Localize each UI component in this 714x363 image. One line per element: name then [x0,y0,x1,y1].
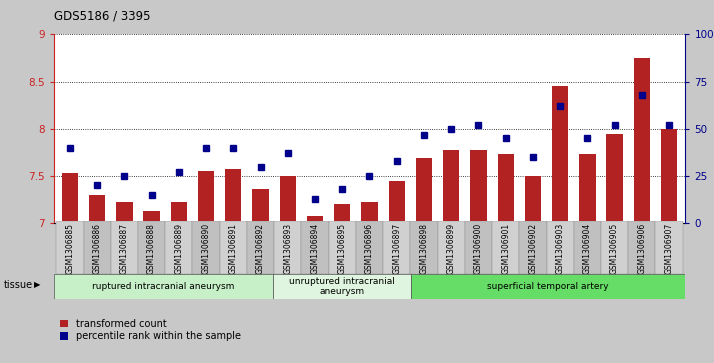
Text: GSM1306891: GSM1306891 [228,223,238,274]
Text: GSM1306895: GSM1306895 [338,223,347,274]
Bar [416,158,432,223]
Text: GSM1306906: GSM1306906 [638,223,646,274]
Bar [193,221,220,274]
Bar [655,221,683,274]
Text: superficial temporal artery: superficial temporal artery [487,282,609,291]
Bar [411,221,438,274]
Text: GSM1306886: GSM1306886 [93,223,101,274]
Bar [273,274,411,299]
Text: unruptured intracranial
aneurysm: unruptured intracranial aneurysm [289,277,395,297]
Bar [84,221,111,274]
Text: GSM1306885: GSM1306885 [66,223,74,274]
Bar [328,221,356,274]
Bar [274,221,301,274]
Bar [525,176,541,223]
Bar [383,221,411,274]
Bar [138,221,165,274]
Text: ▶: ▶ [34,281,41,289]
Bar [198,171,214,223]
Bar [438,221,465,274]
Bar [443,150,459,223]
Legend: transformed count, percentile rank within the sample: transformed count, percentile rank withi… [59,317,243,343]
Bar [89,195,105,223]
Text: GSM1306898: GSM1306898 [419,223,428,274]
Bar [411,274,685,299]
Text: GSM1306899: GSM1306899 [447,223,456,274]
Bar [661,129,678,223]
Bar [361,203,378,223]
Text: GSM1306890: GSM1306890 [201,223,211,274]
Bar [111,221,138,274]
Bar [552,86,568,223]
Bar [252,189,268,223]
Text: GSM1306892: GSM1306892 [256,223,265,274]
Bar [334,204,351,223]
Text: GSM1306905: GSM1306905 [610,223,619,274]
Text: GSM1306889: GSM1306889 [174,223,183,274]
Bar [116,203,133,223]
Text: GSM1306897: GSM1306897 [392,223,401,274]
Text: GSM1306893: GSM1306893 [283,223,292,274]
Text: tissue: tissue [4,280,33,290]
Bar [280,176,296,223]
Bar [301,221,328,274]
Text: GSM1306901: GSM1306901 [501,223,511,274]
Bar [356,221,383,274]
Bar [492,221,519,274]
Bar [307,216,323,223]
Bar [247,221,274,274]
Bar [54,274,273,299]
Text: GSM1306904: GSM1306904 [583,223,592,274]
Bar [465,221,492,274]
Bar [498,154,514,223]
Text: GSM1306887: GSM1306887 [120,223,129,274]
Text: GSM1306903: GSM1306903 [555,223,565,274]
Bar [579,154,595,223]
Bar [606,134,623,223]
Text: GDS5186 / 3395: GDS5186 / 3395 [54,9,150,22]
Bar [56,221,84,274]
Bar [388,181,405,223]
Bar [225,168,241,223]
Bar [165,221,193,274]
Bar [144,211,160,223]
Bar [519,221,546,274]
Text: GSM1306902: GSM1306902 [528,223,538,274]
Text: ruptured intracranial aneurysm: ruptured intracranial aneurysm [92,282,235,291]
Text: GSM1306894: GSM1306894 [311,223,320,274]
Bar [171,203,187,223]
Bar [601,221,628,274]
Text: GSM1306888: GSM1306888 [147,223,156,274]
Bar [61,173,78,223]
Text: GSM1306907: GSM1306907 [665,223,673,274]
Bar [574,221,601,274]
Bar [220,221,247,274]
Bar [634,58,650,223]
Bar [628,221,655,274]
Bar [471,150,487,223]
Text: GSM1306896: GSM1306896 [365,223,374,274]
Text: GSM1306900: GSM1306900 [474,223,483,274]
Bar [546,221,574,274]
